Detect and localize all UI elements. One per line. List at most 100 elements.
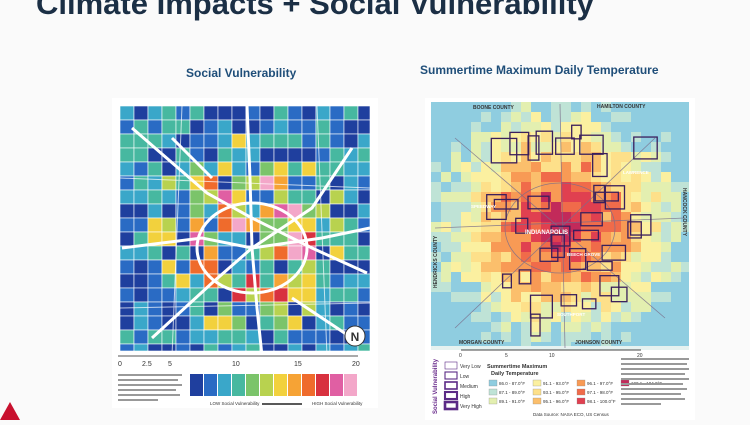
vulnerability-cell [203, 343, 219, 352]
temperature-cell [481, 122, 491, 132]
temperature-cell [561, 132, 571, 142]
temperature-cell [591, 232, 601, 242]
temperature-cell [651, 212, 661, 222]
vulnerability-cell [357, 245, 371, 261]
vulnerability-cell [287, 105, 303, 121]
temperature-cell [571, 282, 581, 292]
temperature-cell [671, 242, 681, 252]
temperature-cell [601, 272, 611, 282]
vulnerability-cell [287, 119, 303, 135]
temperature-cell [671, 302, 681, 312]
temperature-cell [681, 182, 689, 192]
temperature-cell [561, 242, 571, 252]
temperature-cell [541, 292, 551, 302]
vulnerability-cell [119, 105, 135, 121]
temperature-cell [441, 122, 451, 132]
vulnerability-cell [189, 189, 205, 205]
temperature-cell [591, 102, 601, 112]
temperature-cell [671, 202, 681, 212]
temperature-cell [431, 182, 441, 192]
vulnerability-cell [119, 161, 135, 177]
temperature-cell [571, 152, 581, 162]
vulnerability-cells [119, 105, 371, 352]
temperature-cell [561, 102, 571, 112]
temperature-cell [551, 192, 561, 202]
vulnerability-outline [571, 124, 582, 140]
temperature-cell [641, 112, 651, 122]
scale-tick: 15 [294, 361, 302, 368]
temperature-cell [511, 232, 521, 242]
temperature-cell [561, 342, 571, 346]
temperature-cell [451, 232, 461, 242]
temperature-cell [471, 132, 481, 142]
temperature-cell [451, 142, 461, 152]
temperature-cell [631, 102, 641, 112]
temperature-cell [681, 122, 689, 132]
temperature-cell [631, 152, 641, 162]
temperature-cell [431, 112, 441, 122]
vulnerability-cell [287, 133, 303, 149]
temperature-cell [611, 242, 621, 252]
temperature-cell [461, 252, 471, 262]
temperature-cell [501, 102, 511, 112]
temperature-cell [571, 252, 581, 262]
legend-swatch [218, 374, 231, 396]
temperature-cell [461, 292, 471, 302]
temperature-cell [651, 332, 661, 342]
temperature-cell [481, 252, 491, 262]
vulnerability-cell [175, 259, 191, 275]
sv-level-swatch [444, 371, 458, 380]
temperature-cell [471, 342, 481, 346]
temperature-cell [471, 182, 481, 192]
temperature-cell [681, 102, 689, 112]
vulnerability-outline [630, 214, 652, 236]
vulnerability-cell [301, 273, 317, 289]
temperature-cell [591, 152, 601, 162]
sv-axis-label: Social Vulnerability [433, 358, 439, 414]
temperature-cell [441, 172, 451, 182]
vulnerability-cell [175, 119, 191, 135]
temperature-cell [651, 182, 661, 192]
temperature-cell [461, 342, 471, 346]
temperature-cell [661, 182, 671, 192]
temperature-cell [541, 122, 551, 132]
temperature-cell [551, 312, 561, 322]
temperature-cell [531, 322, 541, 332]
temperature-cell [591, 262, 601, 272]
temperature-cell [571, 172, 581, 182]
vulnerability-cell [203, 147, 219, 163]
temperature-cell [561, 142, 571, 152]
temperature-cell [561, 162, 571, 172]
legend-swatch [288, 374, 301, 396]
vulnerability-cell [119, 133, 135, 149]
temperature-cell [491, 332, 501, 342]
temperature-cell [571, 272, 581, 282]
vulnerability-cell [119, 203, 135, 219]
vulnerability-cell [259, 301, 275, 317]
temperature-cell [471, 232, 481, 242]
scale-tick: 5 [168, 361, 172, 368]
temperature-cell [601, 142, 611, 152]
legend-swatch [302, 374, 315, 396]
temperature-cell [641, 222, 651, 232]
temperature-cell [521, 162, 531, 172]
temperature-cell [461, 232, 471, 242]
temperature-cell [581, 202, 591, 212]
temperature-cell [431, 222, 441, 232]
temperature-cell [521, 142, 531, 152]
legend-low-label: LOW Social Vulnerability [210, 401, 260, 406]
scale-tick: 10 [549, 353, 555, 359]
vulnerability-cell [329, 343, 345, 352]
vulnerability-cell [189, 315, 205, 331]
vulnerability-outline [555, 137, 575, 155]
temperature-cell [511, 282, 521, 292]
vulnerability-cell [343, 273, 359, 289]
temperature-cell [551, 262, 561, 272]
temperature-cell [611, 202, 621, 212]
temperature-cell [661, 172, 671, 182]
temperature-cell [661, 292, 671, 302]
temperature-cell [581, 132, 591, 142]
temperature-cell [461, 322, 471, 332]
vulnerability-cell [231, 161, 247, 177]
temperature-cell [681, 252, 689, 262]
